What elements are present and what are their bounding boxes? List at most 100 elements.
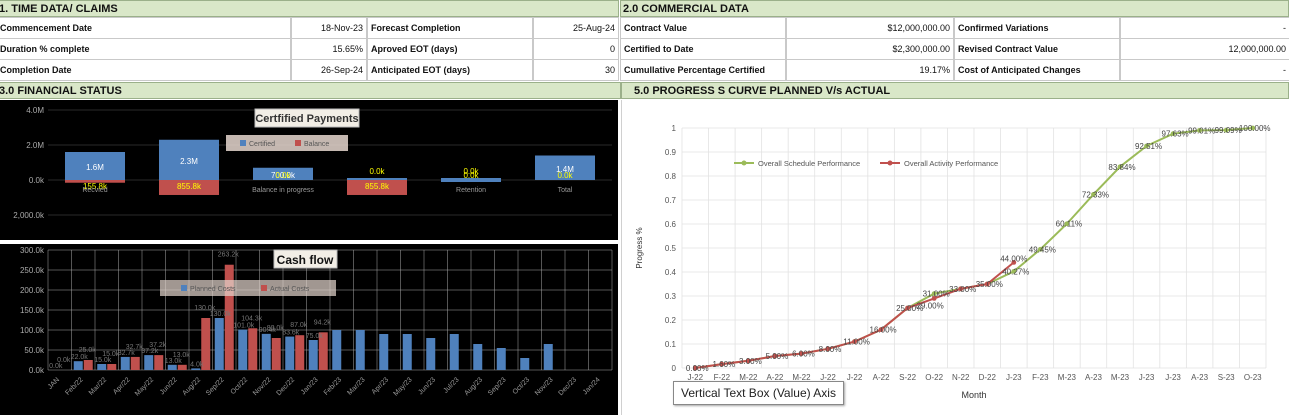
time-row2-value2: 30 xyxy=(533,59,619,81)
sc-y-tick: 0.1 xyxy=(665,340,677,349)
cf-label-planned: 0.0k xyxy=(49,363,63,370)
sc-point-label: 11.00% xyxy=(843,338,870,347)
sc-point-label: 99.09% xyxy=(1215,126,1242,135)
sc-x-tick: F-22 xyxy=(714,373,731,382)
cp-label-balance: 0.0k xyxy=(463,171,479,180)
cf-category-label: Feb/23 xyxy=(323,376,343,396)
time-row2-label: Completion Date xyxy=(0,59,291,81)
cf-bar-planned xyxy=(332,330,342,370)
sc-y-tick: 0.6 xyxy=(665,220,677,229)
sc-line-activity xyxy=(695,261,1015,369)
sc-point-label: 31.00% xyxy=(923,290,950,299)
sc-point xyxy=(1170,131,1176,137)
commercial-row0-value: $12,000,000.00 xyxy=(786,17,954,39)
cash-flow-chart[interactable]: 300.0k 250.0k 200.0k 150.0k 100.0k 50.0k 0.0k 0… xyxy=(0,244,618,415)
certified-payments-chart[interactable]: 4.0M 2.0M 0.0k 2,000.0k 1.6M 155.8k Recvied 2.3… xyxy=(0,100,618,240)
cf-bar-actual xyxy=(201,318,211,370)
cf-label-actual: 32.7k xyxy=(126,344,144,351)
cp-bar-balance xyxy=(65,180,125,183)
time-row0-label2: Forecast Completion xyxy=(367,17,533,39)
s-curve-chart[interactable]: 0 0.1 0.2 0.3 0.4 0.5 0.6 0.7 0.8 0.9 1 J-22 F-22 M-2… xyxy=(621,100,1289,415)
cf-bar-actual xyxy=(83,360,93,370)
cf-category-label: Apr/22 xyxy=(112,376,132,396)
cp-legend-label: Certified xyxy=(249,141,275,148)
sc-point-label: 5.00% xyxy=(766,352,789,361)
sc-point xyxy=(878,327,884,332)
sc-point xyxy=(1064,221,1070,227)
cf-bar-actual xyxy=(107,364,117,370)
time-row0-value: 18-Nov-23 xyxy=(291,17,367,39)
sc-x-tick: J-22 xyxy=(820,373,836,382)
cp-label-balance: 855.8k xyxy=(365,182,390,191)
sc-y-tick: 0.9 xyxy=(665,148,677,157)
cf-category-label: May/22 xyxy=(134,376,155,397)
time-row1-label2: Aproved EOT (days) xyxy=(367,38,533,60)
cf-category-label: Dec/22 xyxy=(276,376,297,397)
cf-legend xyxy=(160,280,336,296)
cf-category-label: Apr/23 xyxy=(371,376,391,396)
cf-category-label: Nov/22 xyxy=(252,376,273,397)
section-progress-curve-header: 5.0 PROGRESS S CURVE PLANNED V/s ACTUAL xyxy=(621,82,1289,99)
cf-label-planned: 101.0k xyxy=(233,323,255,330)
cf-label-planned: 32.7k xyxy=(118,350,136,357)
sc-point xyxy=(1011,268,1017,274)
sc-x-tick: F-23 xyxy=(1032,373,1049,382)
sc-x-tick: M-23 xyxy=(1058,373,1077,382)
sc-point xyxy=(745,358,751,364)
sc-point xyxy=(1011,260,1017,265)
sc-x-axis-label: Month xyxy=(961,390,986,400)
cf-bar-actual xyxy=(130,356,140,370)
cf-bar-planned xyxy=(120,356,130,370)
cp-category-label: Recvied xyxy=(82,187,107,194)
cf-category-label: Jul/23 xyxy=(443,376,461,394)
cp-bar-certified xyxy=(159,139,219,180)
sc-x-tick: M-22 xyxy=(739,373,758,382)
cf-label-actual: 15.0k xyxy=(102,351,120,358)
sc-point-label-actual: 29.00% xyxy=(917,301,944,310)
commercial-row1-label2: Revised Contract Value xyxy=(954,38,1120,60)
sc-point-label: 16.00% xyxy=(870,326,897,335)
sc-point-label: 92.51% xyxy=(1135,142,1162,151)
cf-bar-planned xyxy=(238,329,248,370)
sc-point xyxy=(692,365,698,371)
cf-bar-planned xyxy=(285,336,295,370)
sc-x-tick: A-23 xyxy=(1085,373,1102,382)
sc-point-label: 100.00% xyxy=(1239,124,1271,133)
sc-point-label: 72.33% xyxy=(1082,190,1109,199)
cf-label-actual: 130.0k xyxy=(194,305,216,312)
cf-label-planned: 90.4k xyxy=(259,327,277,334)
cf-category-label: Jun/23 xyxy=(417,376,437,396)
cp-legend-swatch xyxy=(240,140,246,146)
time-row0-label: Commencement Date xyxy=(0,17,291,39)
sc-point-label: 97.63% xyxy=(1162,130,1189,139)
cp-title: Certfified Payments xyxy=(255,113,358,125)
sc-legend-marker xyxy=(887,160,893,166)
sc-x-tick: J-23 xyxy=(1006,373,1022,382)
cf-bar-planned xyxy=(426,338,436,370)
s-curve-svg: 0 0.1 0.2 0.3 0.4 0.5 0.6 0.7 0.8 0.9 1 J-22 F-22 M-2… xyxy=(635,124,1271,400)
cp-y-tick: 0.0k xyxy=(29,176,45,185)
sc-point xyxy=(1144,143,1149,149)
cp-bar-balance xyxy=(159,180,219,195)
sc-point xyxy=(1197,127,1203,133)
cp-category-label: Retention xyxy=(456,187,486,194)
cf-bar-planned xyxy=(402,334,412,370)
cf-bar-planned xyxy=(520,358,530,370)
cf-bar-planned xyxy=(214,318,224,370)
cf-title: Cash flow xyxy=(277,253,334,267)
cf-category-label: Aug/23 xyxy=(464,376,485,397)
sc-point-label: 6.00% xyxy=(792,350,815,359)
sc-point xyxy=(1037,246,1043,252)
sc-point-label: 25.00% xyxy=(896,304,923,313)
sc-x-tick: O-23 xyxy=(1244,373,1262,382)
cf-bar-planned xyxy=(379,334,389,370)
sc-point xyxy=(852,339,857,344)
cf-label-planned: 15.0k xyxy=(94,357,112,364)
cf-category-label: Jan/24 xyxy=(582,376,602,396)
cf-category-label: Nov/23 xyxy=(534,376,555,397)
cf-y-tick: 150.0k xyxy=(20,306,45,315)
cf-bar-planned xyxy=(73,361,83,370)
cp-y-tick: 2,000.0k xyxy=(13,211,45,220)
sc-point-label: 8.00% xyxy=(819,345,842,354)
